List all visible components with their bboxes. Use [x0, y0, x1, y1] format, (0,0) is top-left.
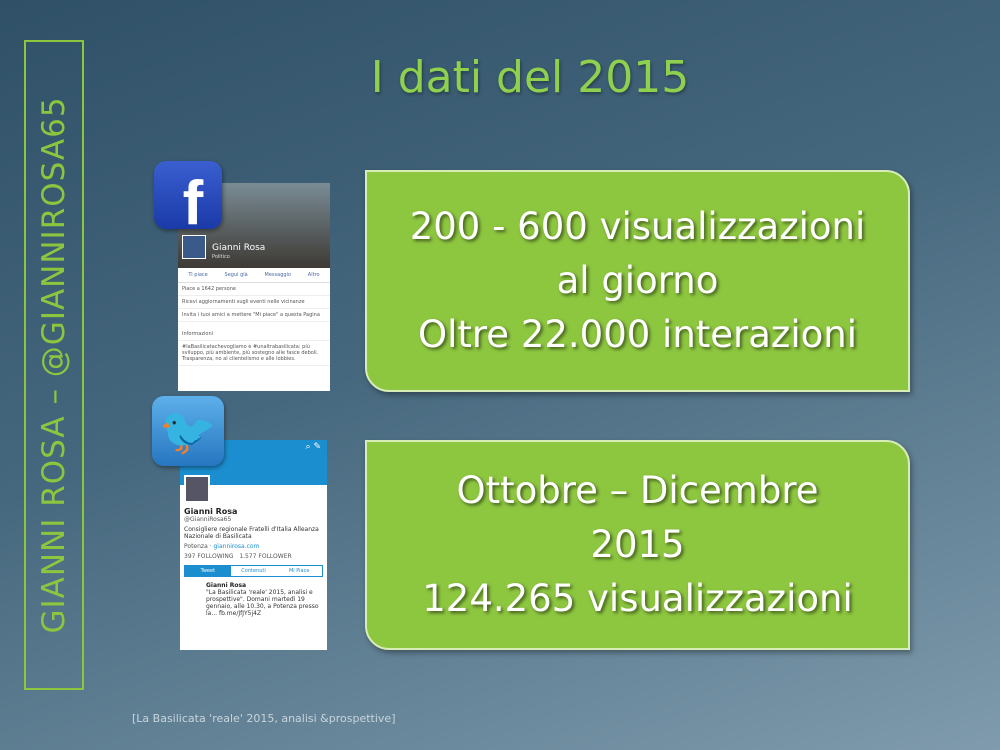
fb-message: Messaggio: [264, 272, 291, 278]
fb-more: Altro: [307, 272, 320, 278]
box-line: 200 - 600 visualizzazioni: [409, 205, 866, 248]
tw-bio: Consigliere regionale Fratelli d'Italia …: [184, 526, 319, 540]
fb-row: Ricevi aggiornamenti sugli eventi nelle …: [178, 296, 330, 309]
box-line: 2015: [590, 523, 685, 566]
box-line: Ottobre – Dicembre: [456, 469, 819, 512]
tw-following: 397 FOLLOWING: [184, 553, 234, 560]
fb-name: Gianni Rosa: [212, 243, 266, 253]
tw-site: giannirosa.com: [213, 543, 260, 550]
facebook-screenshot: Gianni Rosa Politico Ti piace Segui già …: [178, 183, 330, 391]
fb-subtitle: Politico: [212, 254, 230, 260]
twitter-bird-icon: 🐦: [152, 396, 224, 466]
facebook-icon: f: [154, 161, 222, 229]
tw-tab: Contenuti: [241, 568, 266, 574]
tw-location: Potenza: [184, 543, 208, 550]
sidebar-frame: GIANNI ROSA – @GIANNIROSA65: [24, 40, 84, 690]
slide-title: I dati del 2015: [370, 52, 690, 103]
fb-like: Ti piace: [188, 272, 208, 278]
fb-row: #laBasilicatachevogliamo è #unaltrabasil…: [178, 341, 330, 366]
tw-name: Gianni Rosa: [184, 507, 238, 516]
box-line: 124.265 visualizzazioni: [422, 577, 853, 620]
box-line: al giorno: [556, 259, 719, 302]
footer-text: [La Basilicata 'reale' 2015, analisi &pr…: [132, 712, 396, 725]
twitter-screenshot: ⌕ ✎ Gianni Rosa @GianniRosa65 Consiglier…: [180, 440, 327, 650]
tw-tab: Tweet: [185, 566, 231, 576]
tw-tab: Mi Piace: [288, 568, 310, 574]
stats-box-twitter: Ottobre – Dicembre 2015 124.265 visualiz…: [365, 440, 910, 650]
fb-row: Piace a 1642 persone: [178, 283, 330, 296]
stats-box-facebook: 200 - 600 visualizzazioni al giorno Oltr…: [365, 170, 910, 392]
profile-picture: [182, 235, 206, 259]
fb-follow: Segui già: [224, 272, 248, 278]
profile-picture: [184, 475, 210, 503]
tweet-author: Gianni Rosa: [206, 582, 247, 589]
sidebar-text: GIANNI ROSA – @GIANNIROSA65: [36, 96, 72, 634]
tw-followers: 1.577 FOLLOWER: [239, 553, 292, 560]
box-line: Oltre 22.000 interazioni: [417, 313, 857, 356]
tw-handle: @GianniRosa65: [184, 516, 232, 523]
fb-row: Invita i tuoi amici a mettere "Mi piace"…: [178, 309, 330, 322]
fb-row: Informazioni: [178, 328, 330, 341]
tweet-text: "La Basilicata 'reale' 2015, analisi e p…: [206, 589, 319, 617]
